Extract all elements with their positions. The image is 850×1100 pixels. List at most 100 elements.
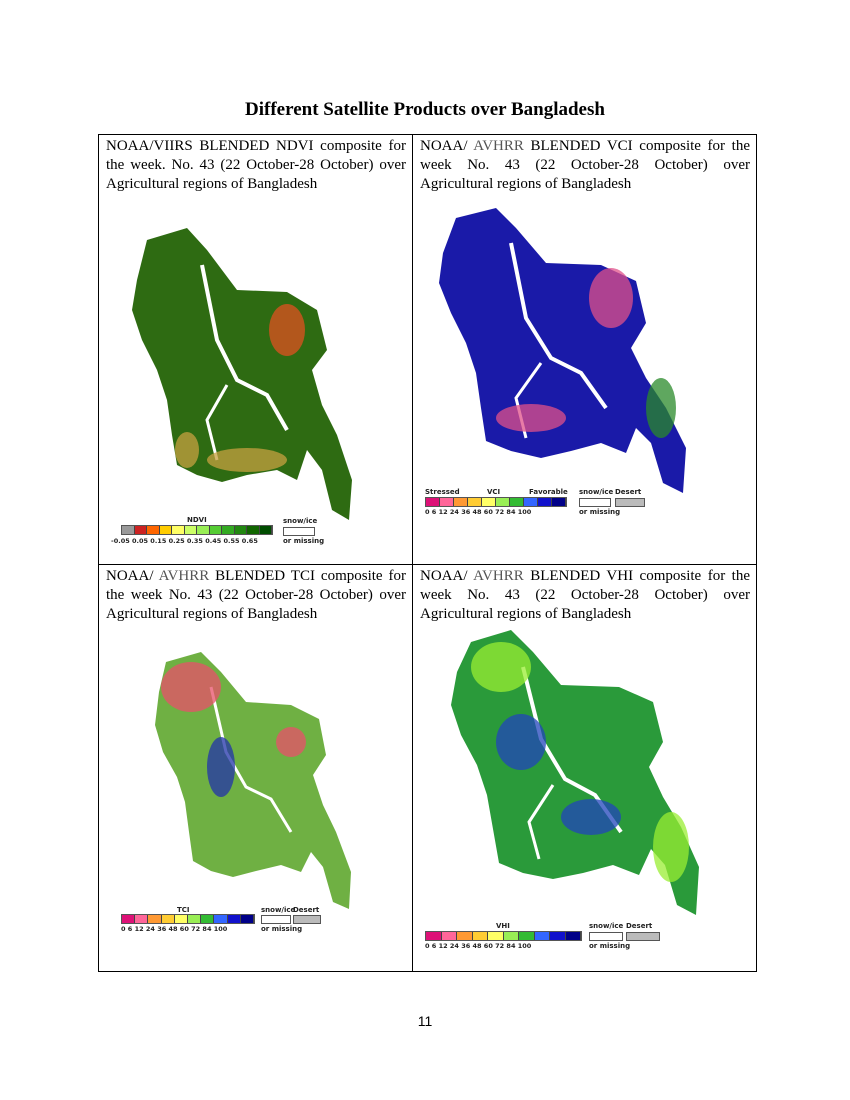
legend-swatch [148,915,162,923]
tci-blue-patch [207,737,235,797]
legend-swatch [468,498,482,506]
legend-swatch [454,498,468,506]
legend-swatch [184,526,197,534]
legend-swatch [519,932,535,940]
vci-legend-title: VCI [487,488,501,496]
vci-desert-label: Desert [615,488,642,496]
legend-swatch [524,498,538,506]
vci-country-shape [439,208,686,493]
vhi-desert-box [626,932,660,941]
legend-swatch [201,915,215,923]
vhi-caption-avhrr: AVHRR [473,568,524,584]
legend-swatch [122,915,136,923]
vhi-caption-part-3: BLENDED VHI composite for the week No. 4… [420,568,750,622]
legend-swatch [565,932,581,940]
vhi-map [451,630,699,915]
legend-swatch [441,932,457,940]
legend-swatch [426,498,440,506]
vci-cell: NOAA/ AVHRR BLENDED VCI composite for th… [413,135,756,565]
ndvi-hotspot [269,304,305,356]
tci-map [155,652,351,909]
ndvi-legend: NDVI -0.05 0.05 0.15 0.25 0.35 0.45 0.55… [107,515,327,549]
legend-swatch [496,498,510,506]
ndvi-color-bar [121,525,273,535]
vci-caption-avhrr: AVHRR [473,138,524,154]
legend-swatch [503,932,519,940]
ndvi-ticks: -0.05 0.05 0.15 0.25 0.35 0.45 0.55 0.65 [111,537,258,545]
ndvi-legend-title: NDVI [187,516,207,524]
legend-swatch [259,526,272,534]
legend-swatch [552,498,566,506]
legend-swatch [240,915,255,923]
ndvi-river-2 [205,384,229,461]
ndvi-cell: NOAA/VIIRS BLENDED NDVI composite for th… [99,135,413,565]
legend-swatch [534,932,550,940]
tci-caption: NOAA/ AVHRR BLENDED TCI composite for th… [106,567,406,624]
tci-legend-title: TCI [177,906,190,914]
legend-swatch [550,932,566,940]
vhi-country-shape [451,630,699,915]
vhi-legend-title: VHI [496,922,510,930]
ndvi-map [132,228,352,520]
vhi-desert-label: Desert [626,922,653,930]
legend-swatch [426,932,442,940]
vci-caption-part-3: BLENDED VCI composite for the week No. 4… [420,138,750,192]
tci-caption-part-3: BLENDED TCI composite for the week No. 4… [106,568,407,622]
tci-missing-label: or missing [261,925,303,933]
legend-swatch [482,498,496,506]
ndvi-snow-label: snow/ice [283,517,318,525]
ndvi-country-shape [132,228,352,520]
tci-caption-part-1: NOAA/ [106,568,159,584]
tci-legend: TCI 0 6 12 24 36 48 60 72 84 100 snow/ic… [117,905,327,937]
vhi-missing-label: or missing [589,942,631,950]
vhi-caption: NOAA/ AVHRR BLENDED VHI composite for th… [420,567,750,624]
legend-swatch [538,498,552,506]
vci-caption: NOAA/ AVHRR BLENDED VCI composite for th… [420,137,750,194]
legend-swatch [159,526,172,534]
vhi-blue-patch-2 [561,799,621,835]
ndvi-river [200,264,289,431]
vci-legend: Stressed VCI Favorable 0 6 12 24 36 48 6… [421,487,646,519]
vhi-lightgreen-patch [471,642,531,692]
satellite-products-table: NOAA/VIIRS BLENDED NDVI composite for th… [98,134,757,972]
legend-swatch [222,526,235,534]
vci-snow-label: snow/ice [579,488,614,496]
legend-swatch [135,915,149,923]
vci-missing-label: or missing [579,508,621,516]
vhi-blue-patch [496,714,546,770]
vci-snow-box [579,498,611,507]
legend-swatch [147,526,160,534]
legend-swatch [174,915,189,923]
legend-swatch [457,932,473,940]
vhi-river-2 [527,784,555,860]
vhi-color-bar [425,931,582,941]
vci-green-patch [646,378,676,438]
vci-map [439,208,686,493]
legend-swatch [227,915,241,923]
vhi-snow-label: snow/ice [589,922,624,930]
tci-river [209,686,293,833]
tci-snow-box [261,915,291,924]
tci-color-bar [121,914,255,924]
legend-swatch [247,526,260,534]
tci-desert-box [293,915,321,924]
legend-swatch [214,915,228,923]
vci-pink-patch [589,268,633,328]
vhi-cell: NOAA/ AVHRR BLENDED VHI composite for th… [413,565,756,971]
legend-swatch [209,526,222,534]
vhi-caption-part-1: NOAA/ [420,568,474,584]
vci-desert-box [615,498,645,507]
legend-swatch [134,526,147,534]
tci-red-patch-2 [276,727,306,757]
vci-pink-patch-2 [496,404,566,432]
legend-swatch [488,932,504,940]
legend-swatch [122,526,135,534]
vhi-legend: VHI 0 6 12 24 36 48 60 72 84 100 snow/ic… [421,920,666,954]
vci-color-bar [425,497,567,507]
legend-swatch [440,498,454,506]
ndvi-missing-label: or missing [283,537,325,545]
vci-ticks: 0 6 12 24 36 48 60 72 84 100 [425,508,532,516]
tci-cell: NOAA/ AVHRR BLENDED TCI composite for th… [99,565,413,971]
vhi-lightgreen-patch-2 [653,812,689,882]
legend-swatch [234,526,247,534]
